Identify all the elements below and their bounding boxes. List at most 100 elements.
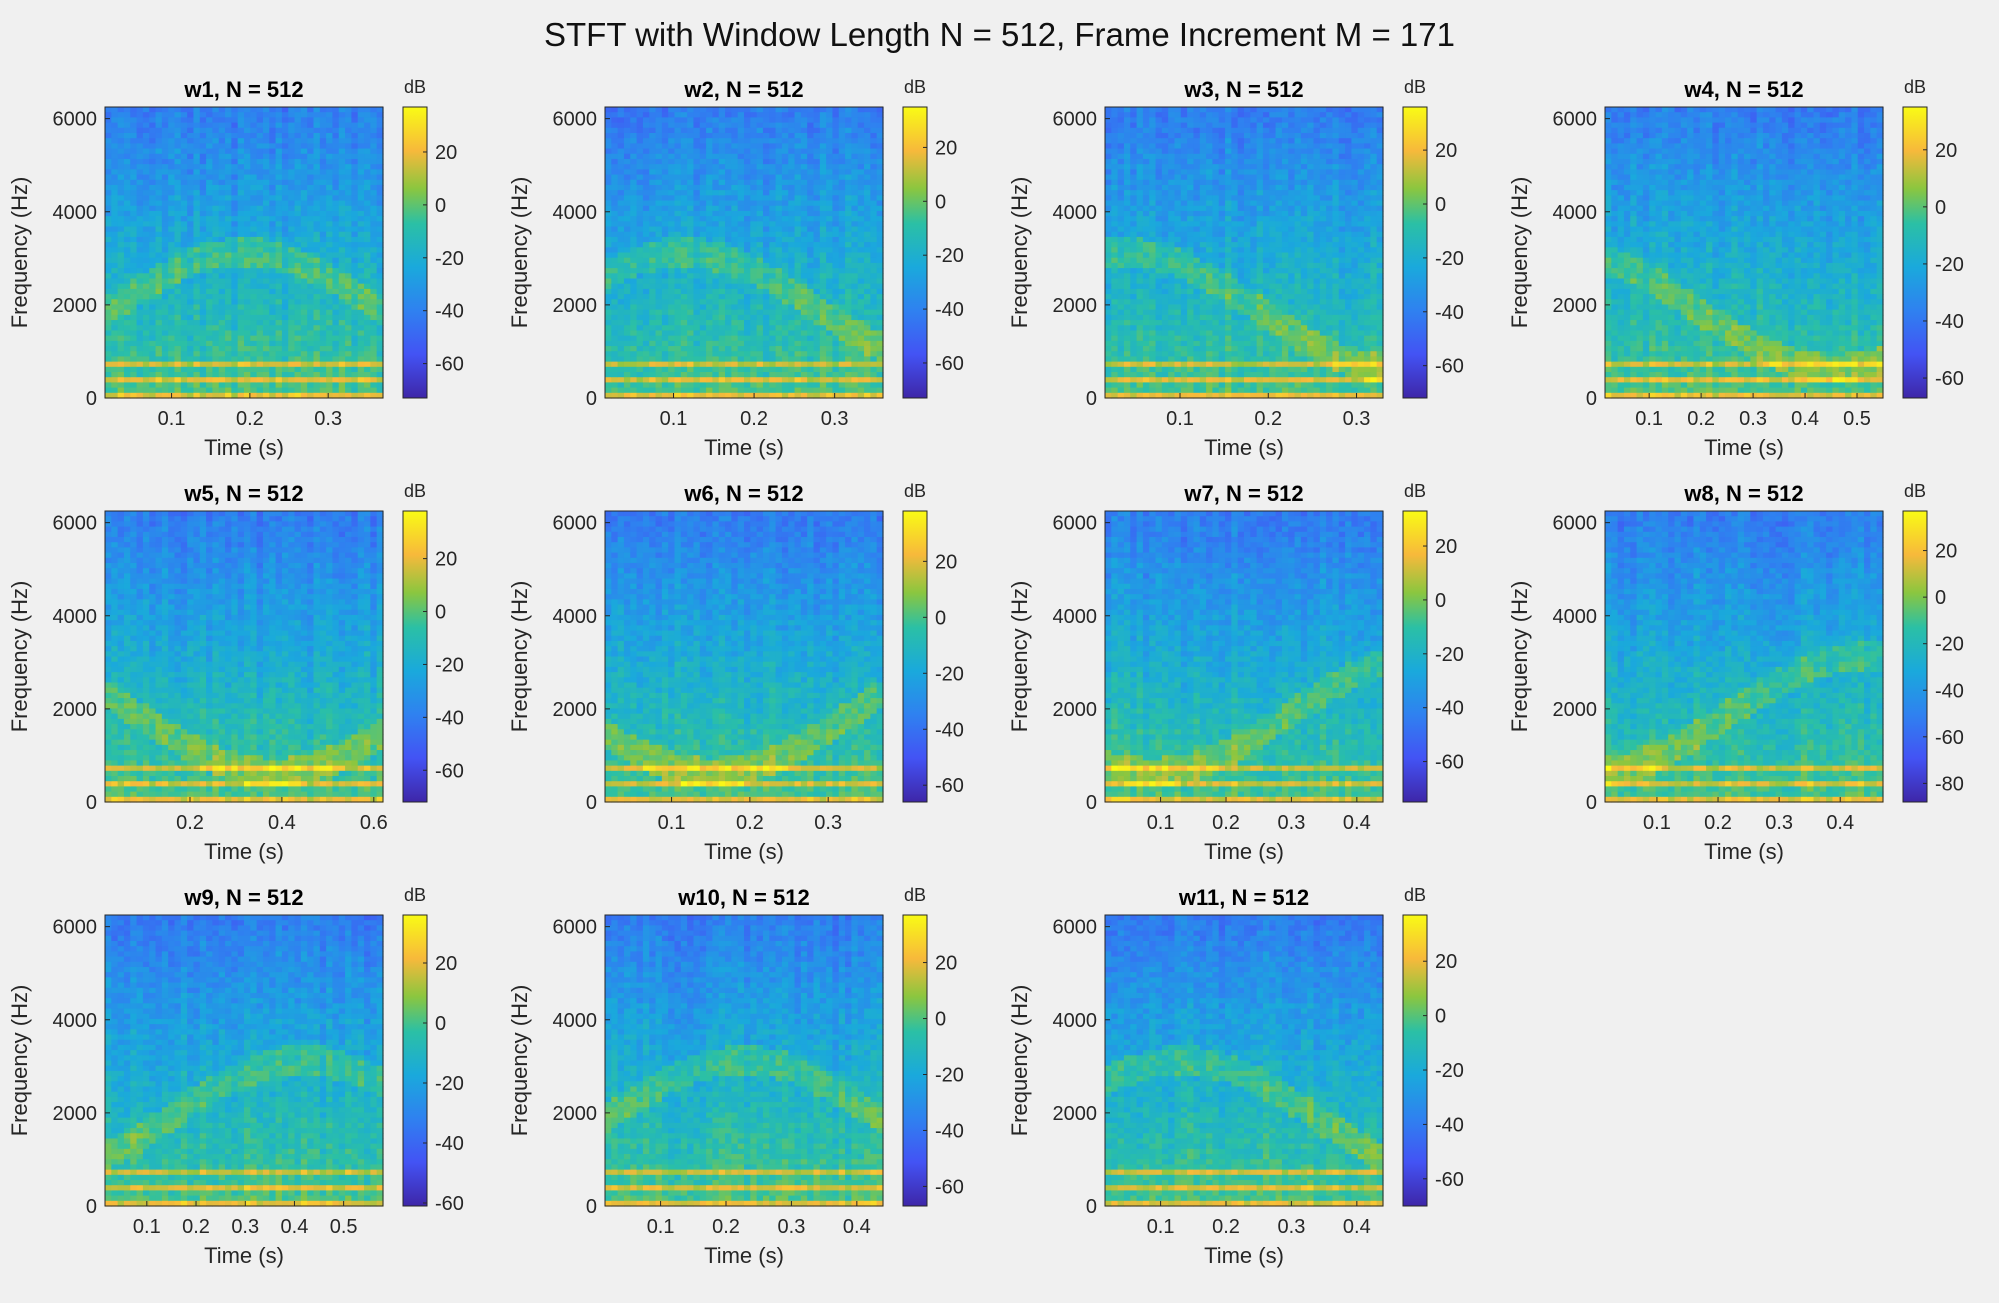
heatmap-cell bbox=[706, 112, 713, 118]
heatmap-cell bbox=[801, 216, 808, 222]
heatmap-cell bbox=[307, 149, 314, 155]
heatmap-cell bbox=[782, 128, 789, 134]
heatmap-cell bbox=[162, 133, 169, 139]
heatmap-cell bbox=[706, 263, 713, 269]
heatmap-cell bbox=[687, 149, 694, 155]
heatmap-cell bbox=[332, 154, 339, 160]
heatmap-cell bbox=[288, 159, 295, 165]
heatmap-cell bbox=[276, 273, 283, 279]
heatmap-cell bbox=[611, 299, 618, 305]
heatmap-cell bbox=[700, 284, 707, 290]
heatmap-cell bbox=[219, 195, 226, 201]
heatmap-cell bbox=[181, 107, 188, 113]
heatmap-cell bbox=[826, 107, 833, 113]
heatmap-cell bbox=[769, 169, 776, 175]
heatmap-cell bbox=[314, 227, 321, 233]
heatmap-cell bbox=[143, 289, 150, 295]
heatmap-cell bbox=[693, 356, 700, 362]
heatmap-cell bbox=[168, 356, 175, 362]
heatmap-cell bbox=[257, 123, 264, 129]
heatmap-cell bbox=[700, 320, 707, 326]
y-axis-label: Frequency (Hz) bbox=[507, 177, 532, 329]
heatmap-cell bbox=[832, 242, 839, 248]
heatmap-cell bbox=[307, 164, 314, 170]
heatmap-cell bbox=[795, 159, 802, 165]
heatmap-cell bbox=[706, 362, 713, 368]
heatmap-cell bbox=[851, 180, 858, 186]
heatmap-cell bbox=[156, 351, 163, 357]
heatmap-cell bbox=[364, 382, 371, 388]
heatmap-cell bbox=[326, 356, 333, 362]
heatmap-cell bbox=[162, 325, 169, 331]
heatmap-cell bbox=[820, 117, 827, 123]
heatmap-cell bbox=[870, 330, 877, 336]
heatmap-cell bbox=[839, 133, 846, 139]
heatmap-cell bbox=[839, 377, 846, 383]
heatmap-cell bbox=[370, 221, 377, 227]
heatmap-cell bbox=[839, 382, 846, 388]
heatmap-cell bbox=[244, 201, 251, 207]
heatmap-cell bbox=[795, 154, 802, 160]
heatmap-cell bbox=[605, 351, 612, 357]
heatmap-cell bbox=[295, 367, 302, 373]
heatmap-cell bbox=[257, 304, 264, 310]
heatmap-cell bbox=[358, 299, 365, 305]
heatmap-cell bbox=[307, 258, 314, 264]
heatmap-cell bbox=[731, 263, 738, 269]
heatmap-cell bbox=[700, 232, 707, 238]
heatmap-cell bbox=[358, 377, 365, 383]
heatmap-cell bbox=[156, 154, 163, 160]
heatmap-cell bbox=[364, 299, 371, 305]
heatmap-cell bbox=[738, 299, 745, 305]
heatmap-cell bbox=[668, 388, 675, 394]
heatmap-cell bbox=[693, 247, 700, 253]
heatmap-cell bbox=[807, 169, 814, 175]
heatmap-cell bbox=[763, 138, 770, 144]
heatmap-cell bbox=[687, 195, 694, 201]
heatmap-cell bbox=[200, 164, 207, 170]
heatmap-cell bbox=[611, 351, 618, 357]
heatmap-cell bbox=[776, 336, 783, 342]
heatmap-cell bbox=[605, 299, 612, 305]
heatmap-cell bbox=[326, 253, 333, 259]
heatmap-cell bbox=[662, 299, 669, 305]
heatmap-cell bbox=[662, 268, 669, 274]
heatmap-cell bbox=[288, 372, 295, 378]
heatmap-cell bbox=[611, 180, 618, 186]
heatmap-cell bbox=[168, 201, 175, 207]
heatmap-cell bbox=[624, 107, 631, 113]
heatmap-cell bbox=[851, 346, 858, 352]
heatmap-cell bbox=[643, 242, 650, 248]
heatmap-cell bbox=[820, 325, 827, 331]
heatmap-cell bbox=[320, 242, 327, 248]
heatmap-cell bbox=[851, 128, 858, 134]
heatmap-cell bbox=[162, 112, 169, 118]
heatmap-cell bbox=[776, 180, 783, 186]
heatmap-cell bbox=[143, 377, 150, 383]
heatmap-cell bbox=[156, 388, 163, 394]
heatmap-cell bbox=[719, 149, 726, 155]
heatmap-cell bbox=[269, 221, 276, 227]
heatmap-cell bbox=[364, 138, 371, 144]
heatmap-cell bbox=[269, 232, 276, 238]
heatmap-cell bbox=[137, 216, 144, 222]
heatmap-cell bbox=[162, 372, 169, 378]
heatmap-cell bbox=[630, 278, 637, 284]
heatmap-cell bbox=[111, 258, 118, 264]
heatmap-cell bbox=[795, 263, 802, 269]
heatmap-cell bbox=[276, 180, 283, 186]
heatmap-cell bbox=[238, 133, 245, 139]
heatmap-cell bbox=[757, 237, 764, 243]
heatmap-cell bbox=[339, 159, 346, 165]
heatmap-cell bbox=[675, 123, 682, 129]
heatmap-cell bbox=[814, 382, 821, 388]
heatmap-cell bbox=[864, 258, 871, 264]
heatmap-cell bbox=[137, 201, 144, 207]
heatmap-cell bbox=[832, 206, 839, 212]
heatmap-cell bbox=[700, 185, 707, 191]
heatmap-cell bbox=[162, 117, 169, 123]
heatmap-cell bbox=[668, 128, 675, 134]
heatmap-cell bbox=[668, 242, 675, 248]
heatmap-cell bbox=[332, 351, 339, 357]
heatmap-cell bbox=[870, 351, 877, 357]
